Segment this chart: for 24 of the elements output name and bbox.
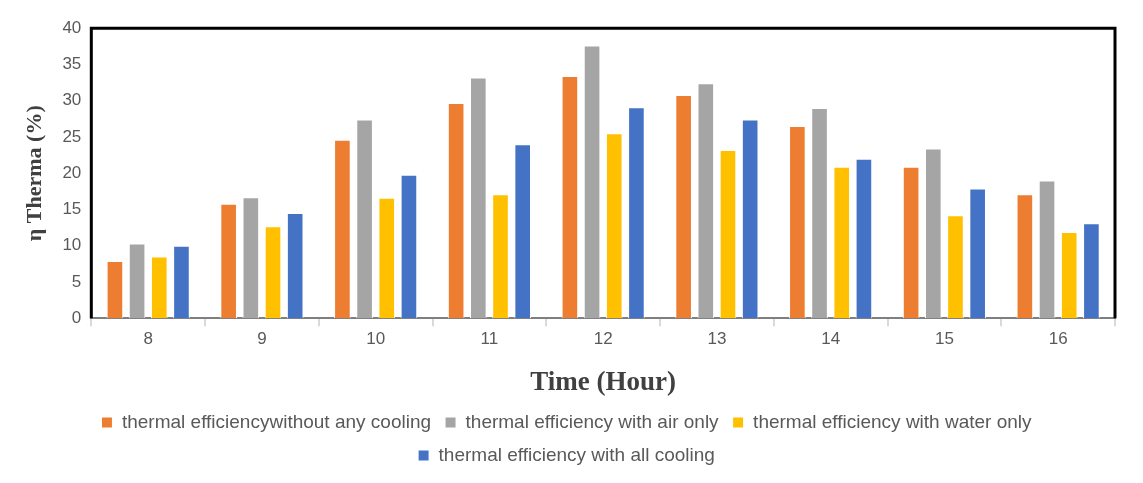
y-tick-label: 20 [62, 162, 82, 182]
y-tick-label: 0 [71, 307, 82, 327]
y-tick-label: 30 [62, 90, 82, 110]
x-tick-label: 11 [480, 329, 499, 349]
legend-label: thermal efficiency with all cooling [438, 443, 715, 465]
x-tick-label: 10 [366, 329, 386, 349]
x-axis-title: Time (Hour) [530, 365, 677, 396]
x-tick-label: 12 [593, 329, 613, 349]
x-tick-label: 8 [143, 329, 153, 349]
y-axis-title: η Therma (%) [20, 105, 46, 242]
x-tick-label: 16 [1048, 329, 1068, 349]
legend-label: thermal efficiency with water only [753, 410, 1033, 432]
x-tick-label: 9 [257, 329, 267, 349]
y-tick-label: 10 [62, 235, 82, 255]
x-tick-label: 13 [707, 329, 727, 349]
y-tick-label: 40 [62, 17, 82, 37]
y-tick-label: 5 [71, 271, 82, 291]
y-tick-label: 15 [62, 199, 82, 219]
y-tick-label: 25 [62, 126, 82, 146]
x-tick-label: 15 [934, 329, 954, 349]
legend-label: thermal efficiency with air only [465, 410, 720, 432]
legend-label: thermal efficiencywithout any cooling [121, 410, 432, 432]
y-tick-label: 35 [62, 54, 82, 74]
x-tick-label: 14 [821, 329, 841, 349]
